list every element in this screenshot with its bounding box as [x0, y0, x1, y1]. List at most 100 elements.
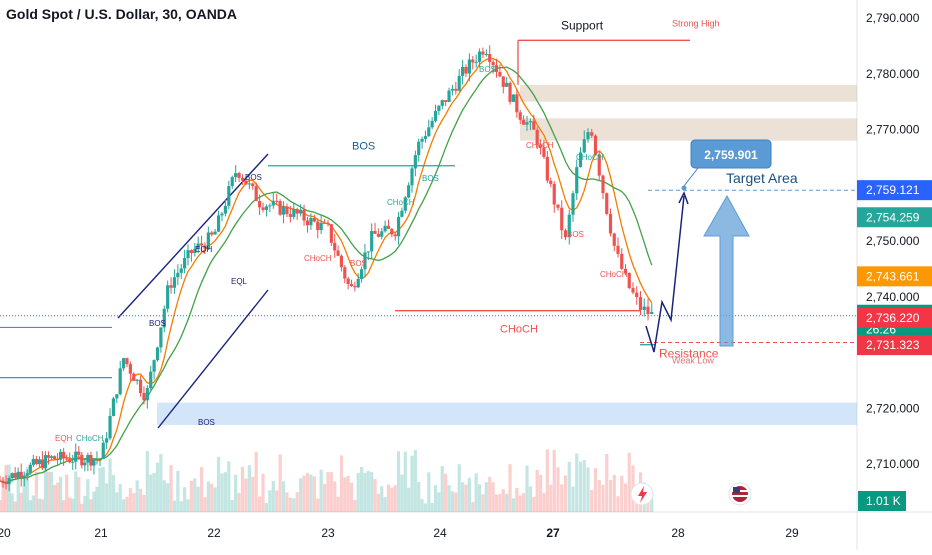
- volume-bar: [505, 493, 509, 512]
- volume-bar: [556, 467, 560, 512]
- candle-body: [498, 71, 502, 77]
- volume-bar: [59, 476, 63, 512]
- volume-bar: [593, 468, 598, 512]
- volume-bar: [105, 483, 109, 512]
- candle-body: [370, 231, 374, 252]
- volume-bar: [481, 494, 485, 512]
- target-dot: [681, 185, 687, 191]
- candle-body: [89, 454, 93, 466]
- x-tick-label: 22: [207, 526, 221, 540]
- candle-body: [333, 242, 337, 251]
- volume-bar: [295, 492, 299, 512]
- volume-bar: [528, 486, 532, 512]
- structure-label: BOS: [198, 418, 215, 427]
- candle-body: [145, 388, 149, 401]
- candle-body: [234, 173, 238, 178]
- volume-bar: [461, 482, 465, 512]
- candle-body: [417, 141, 421, 156]
- candle-body: [386, 225, 391, 229]
- volume-bar: [31, 495, 35, 512]
- volume-bar: [118, 484, 122, 512]
- volume-bar: [172, 500, 177, 512]
- x-tick-label: 29: [785, 526, 799, 540]
- candle-body: [65, 458, 69, 460]
- candle-body: [254, 186, 258, 201]
- volume-bar: [199, 467, 204, 512]
- candle-body: [166, 285, 170, 309]
- volume-bar: [49, 471, 54, 512]
- volume-bar: [275, 490, 279, 512]
- volume-bar: [86, 479, 90, 512]
- candle-body: [571, 193, 575, 215]
- volume-bar: [450, 491, 455, 512]
- volume-bar: [312, 476, 316, 512]
- volume-bar: [333, 481, 337, 512]
- candle-body: [597, 154, 601, 176]
- volume-bar: [427, 472, 431, 512]
- volume-bar: [115, 492, 119, 512]
- candle-body: [605, 193, 609, 214]
- volume-bar: [285, 492, 289, 512]
- volume-bar: [203, 497, 207, 512]
- volume-bar: [68, 497, 72, 512]
- volume-bar: [152, 472, 156, 512]
- candle-body: [538, 144, 543, 148]
- candle-body: [635, 292, 639, 298]
- candle-body: [155, 347, 160, 361]
- target-callout-line: [683, 167, 699, 187]
- volume-bar: [457, 464, 461, 512]
- candle-body: [642, 306, 646, 311]
- resistance-label: Resistance: [659, 346, 719, 360]
- candle-body: [396, 216, 401, 237]
- candle-body: [105, 438, 109, 443]
- candle-body: [542, 147, 546, 157]
- candle-body: [427, 127, 431, 137]
- candle-body: [244, 180, 248, 185]
- volume-bar: [571, 486, 575, 512]
- volume-bar: [601, 484, 605, 512]
- candle-body: [567, 214, 571, 238]
- y-tick-label: 2,770.000: [866, 123, 920, 137]
- target-value-box: [690, 139, 772, 169]
- volume-bar: [183, 487, 187, 512]
- candle-body: [420, 138, 424, 142]
- candle-body: [508, 82, 512, 102]
- candle-body: [488, 54, 492, 62]
- candle-body: [400, 210, 404, 217]
- volume-bar: [586, 467, 590, 512]
- candle-body: [258, 200, 262, 208]
- candle-body: [322, 222, 327, 224]
- candle-body: [612, 233, 616, 246]
- candle-body: [593, 135, 598, 155]
- structure-label: EQL: [231, 277, 248, 286]
- volume-bar: [230, 500, 234, 512]
- volume-bar: [433, 485, 438, 512]
- candle-body: [646, 306, 650, 315]
- candle-body: [37, 459, 41, 464]
- volume-bar: [234, 474, 238, 512]
- candle-body: [216, 215, 221, 232]
- price-badge: [857, 335, 932, 356]
- candle-body: [230, 177, 234, 187]
- volume-bar: [491, 482, 495, 512]
- candle-body: [326, 222, 330, 225]
- candle-body: [176, 272, 180, 278]
- volume-bar: [55, 482, 60, 512]
- candle-body: [339, 255, 344, 268]
- volume-bar: [80, 503, 84, 512]
- candle-body: [623, 268, 628, 273]
- target-area-label: Target Area: [726, 170, 798, 186]
- volume-bar: [302, 475, 306, 512]
- volume-bar: [83, 495, 87, 512]
- structure-label: EQH: [195, 245, 213, 254]
- volume-bar: [575, 453, 579, 512]
- support-label: Support: [561, 18, 604, 32]
- volume-bar: [281, 481, 286, 512]
- candle-body: [149, 371, 153, 389]
- candle-body: [220, 213, 224, 216]
- y-tick-label: 2,750.000: [866, 234, 920, 248]
- volume-bar: [413, 450, 417, 512]
- candle-body: [115, 394, 119, 399]
